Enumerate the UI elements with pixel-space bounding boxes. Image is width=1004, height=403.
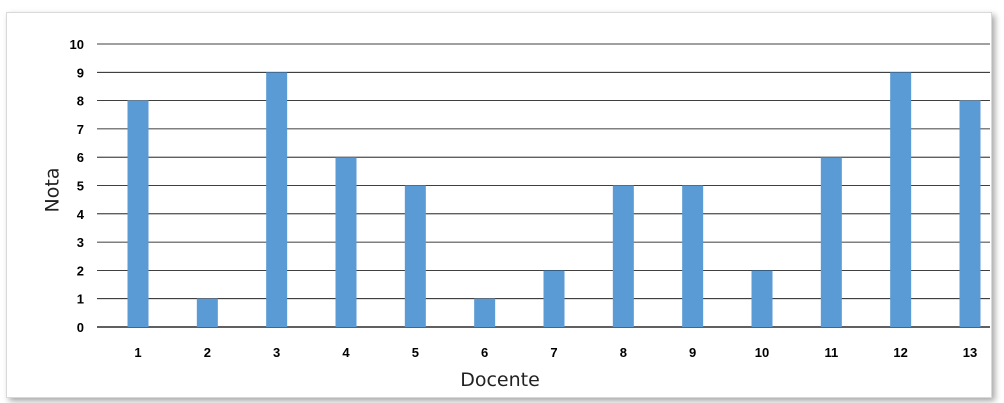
x-tick-label: 13: [963, 345, 977, 360]
x-tick-label: 4: [342, 345, 350, 360]
y-tick-label: 0: [77, 320, 84, 335]
y-tick-label: 5: [77, 179, 84, 194]
bar-docente-3: [266, 72, 288, 327]
x-tick-label: 3: [273, 345, 280, 360]
x-tick-labels: 1 2 3 4 5 6 7 8 9 10 11 12 13: [134, 345, 977, 360]
x-tick-label: 10: [755, 345, 769, 360]
bar-docente-13: [959, 100, 981, 327]
x-tick-label: 2: [204, 345, 211, 360]
y-tick-label: 8: [77, 94, 84, 109]
x-tick-label: 12: [893, 345, 907, 360]
bar-docente-10: [751, 270, 773, 327]
x-tick-label: 8: [620, 345, 627, 360]
y-axis-label: Nota: [42, 168, 64, 213]
x-tick-label: 5: [412, 345, 419, 360]
x-tick-label: 7: [550, 345, 557, 360]
bar-docente-11: [820, 157, 842, 327]
y-tick-label: 10: [70, 37, 84, 52]
y-tick-label: 2: [77, 263, 84, 278]
y-tick-labels: 0 1 2 3 4 5 6 7 8 9 10: [70, 37, 85, 335]
x-tick-label: 6: [481, 345, 488, 360]
y-tick-label: 9: [77, 65, 84, 80]
y-tick-label: 7: [77, 122, 84, 137]
x-tick-label: 11: [824, 345, 838, 360]
x-tick-label: 1: [134, 345, 141, 360]
bar-docente-8: [612, 185, 634, 327]
bar-docente-9: [682, 185, 704, 327]
bar-docente-6: [474, 298, 496, 327]
bar-docente-4: [335, 157, 357, 327]
bar-docente-2: [196, 298, 218, 327]
x-axis-label: Docente: [460, 369, 540, 391]
bars: [127, 72, 981, 327]
bar-docente-12: [890, 72, 912, 327]
y-tick-label: 4: [77, 207, 85, 222]
x-tick-label: 9: [689, 345, 696, 360]
y-tick-label: 3: [77, 235, 84, 250]
y-tick-label: 1: [77, 292, 84, 307]
bar-docente-7: [543, 270, 565, 327]
bar-docente-5: [404, 185, 426, 327]
y-tick-label: 6: [77, 150, 84, 165]
bar-docente-1: [127, 100, 149, 327]
